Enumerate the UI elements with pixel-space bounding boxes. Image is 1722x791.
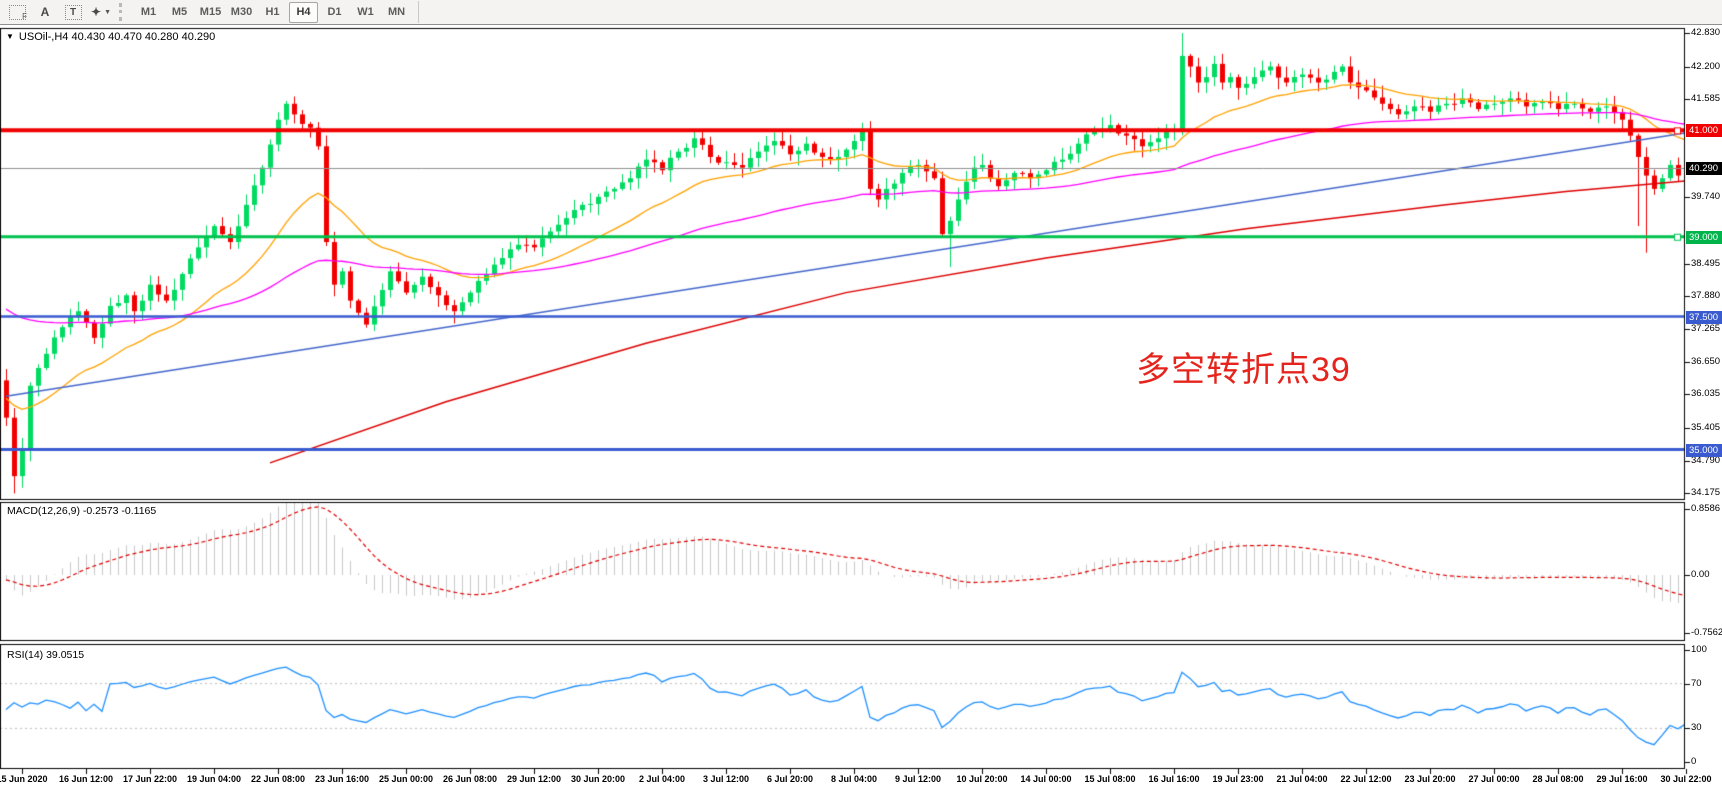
time-axis-label: 22 Jul 12:00	[1340, 774, 1392, 784]
time-axis-label: 9 Jul 12:00	[894, 774, 942, 784]
price-axis-tick: 42.200	[1691, 60, 1721, 72]
rsi-indicator-label: RSI(14) 39.0515	[7, 649, 85, 661]
text-label-tool-button[interactable]: A	[33, 2, 57, 22]
symbol-dropdown-icon[interactable]: ▼	[6, 32, 14, 41]
price-axis-tick: 37.265	[1691, 323, 1721, 335]
timeframe-button-group: M1 M5 M15 M30 H1 H4 D1 W1 MN	[133, 1, 412, 23]
toolbar-divider	[418, 1, 419, 23]
price-axis-tick: 39.740	[1691, 191, 1721, 203]
timeframe-button-W1[interactable]: W1	[357, 5, 374, 18]
time-axis-label: 17 Jun 22:00	[122, 774, 178, 784]
time-axis-label: 10 Jul 20:00	[956, 774, 1008, 784]
time-axis-label: 28 Jul 08:00	[1532, 774, 1584, 784]
price-axis-tick: 35.405	[1691, 422, 1721, 433]
toolbar-grip[interactable]	[119, 3, 126, 21]
time-axis-label: 19 Jul 23:00	[1212, 774, 1264, 784]
rsi-axis-tick: 0	[1691, 756, 1697, 767]
price-level-flag[interactable]: 37.500	[1686, 310, 1722, 324]
price-axis-tick: 37.880	[1691, 290, 1721, 302]
fibo-tool-icon	[8, 4, 26, 20]
time-axis-label: 16 Jun 12:00	[58, 774, 114, 784]
macd-indicator-label: MACD(12,26,9) -0.2573 -0.1165	[7, 505, 157, 517]
time-axis-label: 30 Jun 20:00	[570, 774, 626, 784]
chart-text-annotation[interactable]: 多空转折点39	[1136, 351, 1351, 389]
timeframe-button-MN[interactable]: MN	[387, 5, 406, 18]
price-axis-tick: 41.585	[1691, 93, 1721, 105]
toolbar: F A T ✦ ▼ M1 M5 M15 M30 H1 H4 D1 W1 MN	[0, 0, 1722, 25]
macd-axis-tick: 0.00	[1691, 569, 1710, 580]
rsi-axis-tick: 30	[1691, 722, 1702, 734]
cursor-tool-icon: ✦	[91, 5, 102, 19]
timeframe-button-M30[interactable]: M30	[230, 5, 253, 18]
time-axis-label: 22 Jun 08:00	[250, 774, 306, 784]
cursor-tool-button[interactable]: ✦ ▼	[89, 2, 113, 22]
time-axis-label: 23 Jun 16:00	[314, 774, 370, 784]
macd-axis-tick: 0.8586	[1691, 502, 1721, 514]
price-axis-tick: 38.495	[1691, 257, 1721, 269]
timeframe-button-M1[interactable]: M1	[140, 5, 157, 18]
time-axis-label: 14 Jul 00:00	[1020, 774, 1072, 784]
timeframe-button-D1[interactable]: D1	[327, 5, 342, 18]
time-axis-label: 6 Jul 20:00	[766, 774, 814, 784]
time-axis-label: 21 Jul 04:00	[1276, 774, 1328, 784]
chart-symbol-title: ▼ USOil-,H4 40.430 40.470 40.280 40.290	[6, 31, 216, 43]
time-axis-label: 8 Jul 04:00	[830, 774, 878, 784]
price-axis-tick: 42.830	[1691, 27, 1721, 38]
time-axis-label: 23 Jul 20:00	[1404, 774, 1456, 784]
text-tool-icon: T	[64, 4, 82, 20]
rsi-axis-tick: 70	[1691, 677, 1702, 689]
time-axis-label: 16 Jul 16:00	[1148, 774, 1200, 784]
fibo-tool-button[interactable]: F	[5, 2, 29, 22]
time-axis-label: 19 Jun 04:00	[186, 774, 242, 784]
price-level-flag[interactable]: 40.290	[1686, 162, 1722, 176]
price-axis-tick: 34.175	[1691, 487, 1721, 499]
price-axis-tick: 34.790	[1691, 454, 1721, 466]
chevron-down-icon: ▼	[104, 8, 111, 16]
time-axis-label: 30 Jul 22:00	[1660, 774, 1712, 784]
rsi-axis-tick: 100	[1691, 644, 1707, 655]
time-axis-label: 27 Jul 00:00	[1468, 774, 1520, 784]
time-axis-label: 25 Jun 00:00	[378, 774, 434, 784]
price-axis-tick: 36.650	[1691, 355, 1721, 367]
time-axis-label: 29 Jul 16:00	[1596, 774, 1648, 784]
timeframe-button-H4[interactable]: H4	[289, 1, 318, 23]
timeframe-button-H1[interactable]: H1	[265, 5, 280, 18]
text-label-tool-icon: A	[40, 5, 50, 19]
fibo-tool-glyph: F	[22, 12, 27, 21]
time-axis-label: 26 Jun 08:00	[442, 774, 498, 784]
time-axis-label: 15 Jul 08:00	[1084, 774, 1136, 784]
time-axis-label: 2 Jul 04:00	[638, 774, 686, 784]
price-level-flag[interactable]: 41.000	[1686, 124, 1722, 138]
timeframe-button-M15[interactable]: M15	[199, 5, 222, 18]
price-level-flag[interactable]: 35.000	[1686, 443, 1722, 457]
text-tool-button[interactable]: T	[61, 2, 85, 22]
macd-axis-tick: -0.7562	[1691, 627, 1722, 639]
price-axis-tick: 36.035	[1691, 388, 1721, 400]
timeframe-button-M5[interactable]: M5	[171, 5, 188, 18]
time-axis-label: 15 Jun 2020	[0, 774, 48, 784]
price-level-flag[interactable]: 39.000	[1686, 230, 1722, 244]
time-axis-label: 29 Jun 12:00	[506, 774, 562, 784]
time-axis-label: 3 Jul 12:00	[702, 774, 750, 784]
